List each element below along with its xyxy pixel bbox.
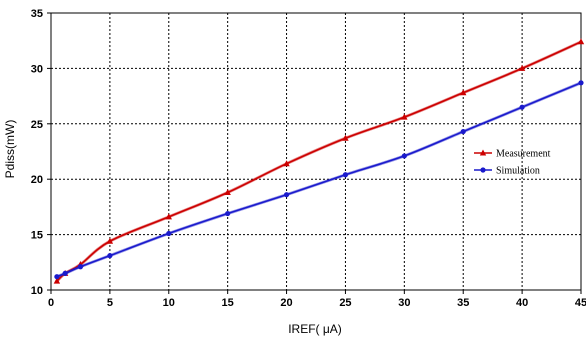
x-tick-label: 35	[457, 297, 469, 309]
y-tick-label: 35	[31, 8, 43, 20]
x-tick-label: 40	[516, 297, 528, 309]
legend-simulation-label: Simulation	[496, 166, 540, 177]
legend-simulation-marker	[480, 167, 486, 173]
measurement-point	[224, 188, 231, 195]
x-tick-label: 20	[280, 297, 292, 309]
simulation-point	[578, 80, 584, 86]
simulation-point	[283, 192, 290, 198]
measurement-point	[518, 64, 526, 71]
y-tick-label: 10	[31, 285, 43, 297]
y-axis-title: Pdiss(mW)	[3, 120, 17, 179]
simulation-point	[166, 230, 172, 237]
x-tick-label: 25	[339, 297, 351, 309]
measurement-point	[342, 134, 349, 141]
x-tick-label: 30	[398, 297, 410, 309]
simulation-point	[225, 210, 231, 217]
plot-area: 0 5 10 15 20 25 30 35 40 45 10 15 20 25 30 35 Measuremen…	[31, 8, 586, 309]
y-tick-label: 25	[31, 119, 43, 131]
measurement-point	[106, 237, 114, 244]
measurement-point	[460, 89, 467, 96]
simulation-line	[56, 82, 582, 278]
measurement-point	[165, 213, 172, 220]
simulation-point	[519, 104, 525, 110]
x-axis-title: IREF( μA)	[288, 322, 342, 336]
simulation-point	[62, 270, 68, 276]
y-tick-label: 20	[31, 174, 43, 186]
y-tick-label: 30	[31, 63, 43, 75]
legend-measurement-label: Measurement	[496, 149, 551, 160]
simulation-point	[107, 253, 113, 259]
simulation-point	[77, 264, 84, 270]
y-tick-label: 15	[31, 230, 43, 242]
measurement-point	[53, 277, 61, 284]
measurement-point	[577, 38, 585, 45]
simulation-point	[342, 172, 349, 178]
simulation-point	[401, 153, 407, 159]
x-tick-label: 45	[575, 297, 586, 309]
x-tick-label: 5	[107, 297, 113, 309]
simulation-point	[460, 128, 466, 135]
simulation-point	[54, 274, 60, 280]
simulation-line-shadow	[56, 81, 582, 279]
measurement-point	[283, 160, 290, 167]
plot-frame	[50, 12, 582, 291]
legend-measurement-marker	[479, 149, 487, 156]
x-tick-label: 10	[163, 297, 175, 309]
measurement-point	[401, 113, 408, 120]
x-tick-label: 0	[48, 297, 54, 309]
x-tick-label: 15	[222, 297, 234, 309]
